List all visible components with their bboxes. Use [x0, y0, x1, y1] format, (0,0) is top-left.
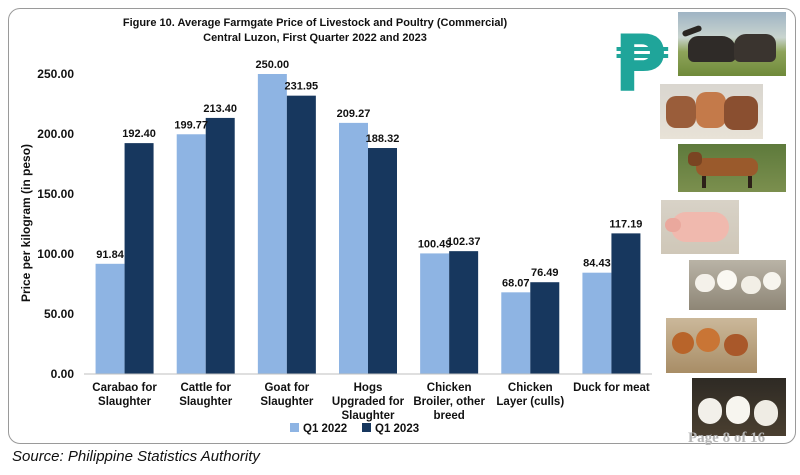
data-labels: 91.84 192.40 199.77 213.40 250.00 231.95 209.2… [96, 59, 642, 289]
data-label: 84.43 [583, 258, 611, 270]
y-tick-label: 50.00 [44, 307, 74, 321]
x-category-label: breed [433, 410, 464, 422]
data-label: 76.49 [531, 267, 559, 279]
x-category-label: Layer (culls) [496, 396, 564, 408]
bar-q1-2023 [611, 233, 641, 374]
data-label: 102.37 [447, 236, 481, 248]
duck-photo [692, 378, 786, 436]
x-category-label: Goat for [264, 382, 309, 394]
x-category-label: Slaughter [98, 396, 152, 408]
page-number: Page 8 of 16 [688, 430, 766, 446]
source-note: Source: Philippine Statistics Authority [12, 448, 260, 465]
legend-swatch [362, 423, 371, 432]
x-category-label: Slaughter [260, 396, 314, 408]
x-category-label: Cattle for [180, 382, 231, 394]
x-category-label: Chicken [508, 382, 553, 394]
x-category-label: Broiler, other [413, 396, 485, 408]
hog-photo [661, 200, 739, 254]
data-label: 199.77 [174, 119, 208, 131]
legend-swatch [290, 423, 299, 432]
bar-series [95, 74, 641, 375]
x-category-label: Slaughter [179, 396, 233, 408]
data-label: 213.40 [203, 103, 237, 115]
y-axis-ticks: 0.00 50.00 100.00 150.00 200.00 250.00 [37, 67, 74, 381]
data-label: 91.84 [96, 249, 124, 261]
data-label: 192.40 [122, 128, 156, 140]
x-axis-categories: Carabao for Slaughter Cattle for Slaughter G… [92, 382, 650, 422]
data-label: 68.07 [502, 277, 530, 289]
legend: Q1 2022 Q1 2023 [290, 423, 419, 435]
y-tick-label: 200.00 [37, 127, 74, 141]
chart-title: Figure 10. Average Farmgate Price of Liv… [123, 17, 508, 29]
y-tick-label: 150.00 [37, 187, 74, 201]
data-label: 117.19 [609, 218, 642, 230]
data-label: 231.95 [285, 81, 319, 93]
y-tick-label: 250.00 [37, 67, 74, 81]
data-label: 100.49 [418, 238, 452, 250]
bar-q1-2023 [530, 282, 560, 374]
bar-q1-2022 [582, 272, 612, 374]
bar-q1-2023 [286, 95, 316, 374]
y-tick-label: 0.00 [51, 367, 75, 381]
x-category-label: Carabao for [92, 382, 157, 394]
x-category-label: Chicken [427, 382, 472, 394]
chicken-broiler-photo [689, 260, 786, 310]
chicken-layer-photo [666, 318, 757, 373]
bar-q1-2022 [257, 74, 287, 374]
goat-photo [678, 144, 786, 192]
data-label: 209.27 [337, 108, 371, 120]
bar-q1-2023 [368, 148, 397, 374]
y-tick-label: 100.00 [37, 247, 74, 261]
bar-q1-2022 [95, 263, 125, 374]
peso-sign-icon: ₱ [613, 20, 669, 110]
data-label: 188.32 [366, 133, 400, 145]
bar-q1-2023 [124, 143, 154, 374]
legend-entry: Q1 2023 [375, 423, 419, 435]
y-axis-label: Price per kilogram (in peso) [19, 144, 33, 302]
legend-entry: Q1 2022 [303, 423, 347, 435]
carabao-photo [678, 12, 786, 76]
cattle-photo [660, 84, 763, 139]
bar-q1-2023 [205, 117, 235, 375]
bar-q1-2022 [420, 253, 450, 374]
chart-subtitle: Central Luzon, First Quarter 2022 and 20… [203, 32, 427, 44]
bar-q1-2022 [176, 134, 206, 374]
x-category-label: Slaughter [341, 410, 395, 422]
bar-q1-2022 [501, 292, 531, 374]
x-category-label: Upgraded for [332, 396, 405, 408]
x-category-label: Hogs [354, 382, 383, 394]
data-label: 250.00 [256, 59, 290, 71]
x-category-label: Duck for meat [573, 382, 650, 394]
bar-q1-2022 [339, 122, 368, 374]
bar-q1-2023 [449, 251, 479, 374]
